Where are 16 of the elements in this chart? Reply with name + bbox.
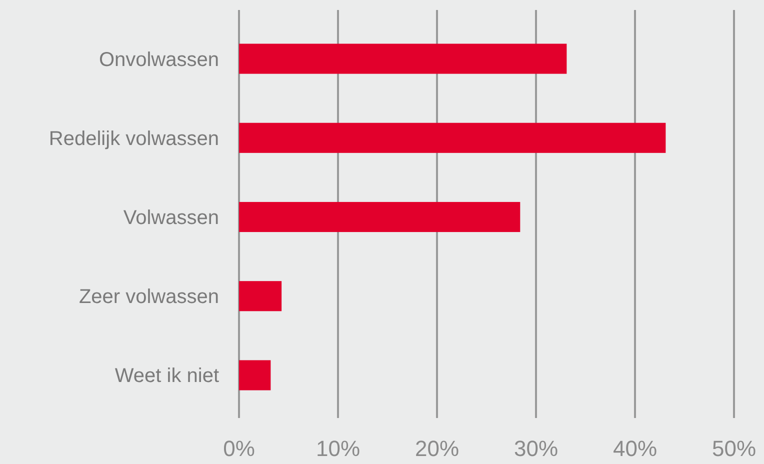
x-tick-label: 0% [223, 436, 255, 461]
y-tick-label: Redelijk volwassen [48, 128, 219, 150]
y-tick-label: Onvolwassen [98, 48, 219, 71]
bar [239, 360, 271, 390]
x-tick-label: 40% [612, 436, 658, 461]
x-tick-label: 30% [514, 436, 558, 461]
x-tick-label: 10% [316, 436, 360, 461]
x-tick-label: 50% [712, 436, 756, 461]
bar [239, 44, 567, 74]
bar [239, 122, 666, 153]
y-tick-label: Weet ik niet [114, 365, 220, 388]
x-tick-label: 20% [414, 436, 460, 461]
y-tick-label: Volwassen [123, 207, 219, 229]
y-tick-label: Zeer volwassen [78, 286, 219, 308]
bar [239, 281, 282, 312]
bar [239, 202, 520, 232]
